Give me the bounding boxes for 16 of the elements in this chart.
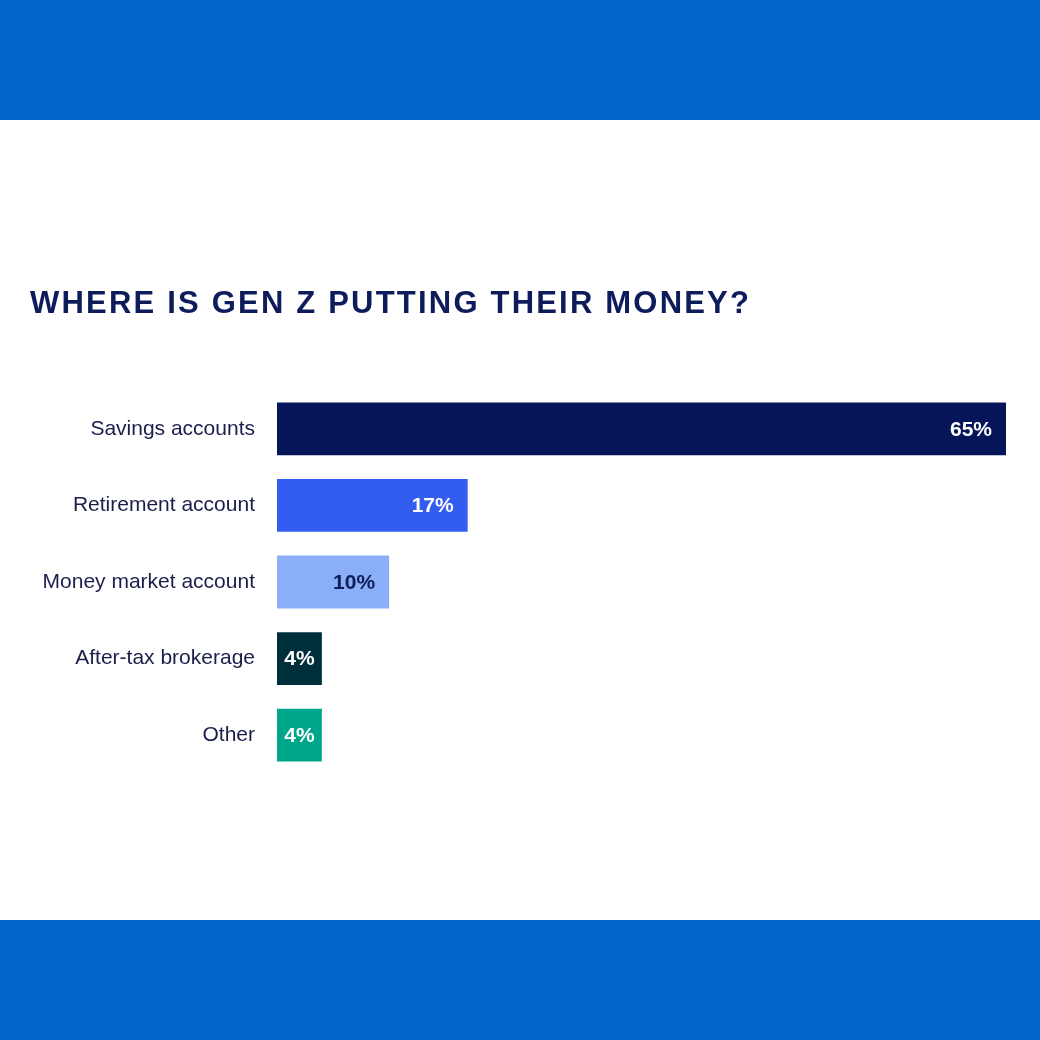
data-label: 65% xyxy=(949,416,993,440)
bar xyxy=(277,555,390,609)
y-tick-label: Savings accounts xyxy=(90,415,255,439)
data-label: 4% xyxy=(284,722,315,746)
y-tick-label: Retirement account xyxy=(72,492,256,516)
data-label: 4% xyxy=(284,646,315,670)
y-tick-label: Other xyxy=(202,721,255,745)
data-label: 17% xyxy=(411,493,454,517)
bar xyxy=(277,479,468,532)
bar xyxy=(277,708,322,762)
data-label: 10% xyxy=(333,569,376,593)
bar xyxy=(277,632,322,685)
chart-title: WHERE IS GEN Z PUTTING THEIR MONEY? xyxy=(30,284,752,322)
y-tick-label: After-tax brokerage xyxy=(75,645,255,669)
bar xyxy=(277,402,1006,456)
y-tick-label: Money market account xyxy=(42,568,256,592)
